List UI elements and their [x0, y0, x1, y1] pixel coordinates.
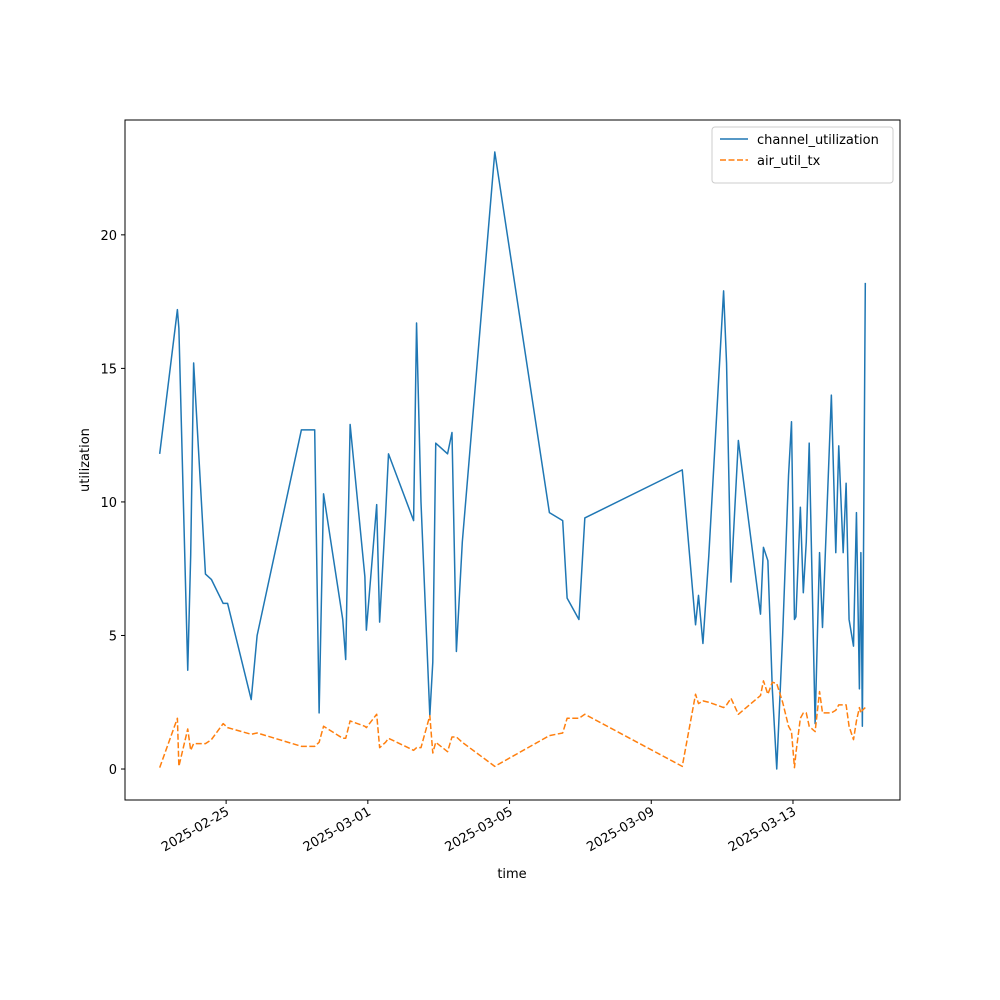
y-tick-label: 5	[109, 629, 117, 644]
y-tick-label: 0	[109, 763, 117, 778]
plot-frame	[124, 119, 901, 801]
y-tick-label: 15	[100, 362, 117, 377]
x-tick-label: 2025-03-09	[584, 804, 657, 855]
legend-label: air_util_tx	[757, 154, 821, 169]
legend-box	[711, 126, 894, 184]
series-line	[158, 151, 867, 770]
x-tick-label: 2025-03-01	[301, 804, 374, 855]
legend: channel_utilization air_util_tx	[711, 126, 894, 184]
x-tick-label: 2025-03-13	[726, 804, 799, 855]
x-tick-label: 2025-02-25	[159, 804, 232, 855]
y-axis-label: utilization	[78, 428, 93, 492]
series-line	[158, 680, 866, 769]
y-tick-label: 20	[100, 229, 117, 244]
y-tick-label: 10	[100, 496, 117, 511]
x-tick-label: 2025-03-05	[443, 804, 516, 855]
x-axis-label: time	[497, 867, 526, 882]
legend-label: channel_utilization	[757, 133, 879, 148]
